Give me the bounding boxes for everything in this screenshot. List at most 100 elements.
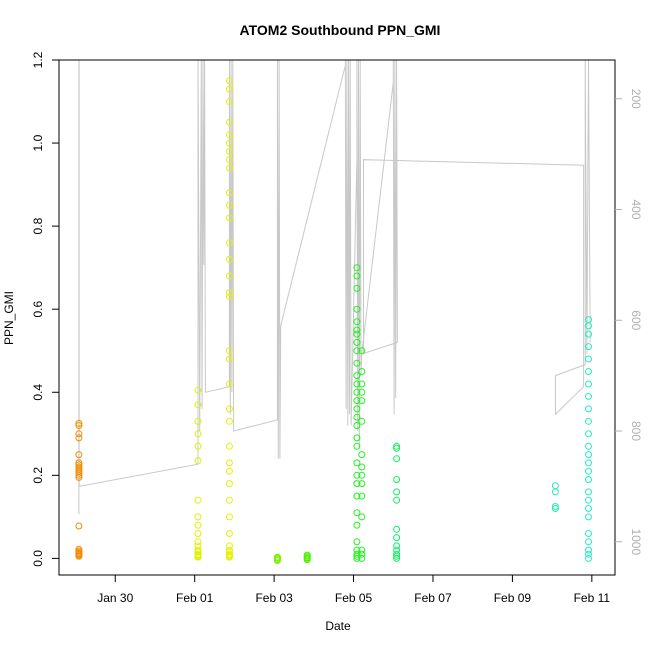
data-point: [194, 550, 202, 558]
data-point: [585, 488, 592, 496]
data-point: [225, 85, 233, 93]
data-point: [353, 550, 361, 558]
y-tick-label: 0.2: [31, 467, 45, 484]
data-point: [194, 546, 202, 554]
y2-tick-label: 400: [629, 199, 643, 219]
data-point: [358, 451, 366, 459]
data-point: [358, 397, 366, 405]
data-point: [225, 156, 233, 164]
data-point: [225, 139, 233, 147]
data-point: [585, 550, 592, 558]
y-tick-label: 1.2: [31, 51, 45, 68]
data-point: [194, 417, 202, 425]
data-point: [353, 442, 361, 450]
data-point: [225, 255, 233, 263]
data-point: [353, 318, 361, 326]
data-point: [353, 330, 361, 338]
data-point: [358, 554, 366, 562]
data-point: [353, 480, 361, 488]
data-point: [273, 553, 281, 561]
data-point: [585, 368, 592, 375]
data-point: [353, 338, 361, 346]
data-point: [353, 521, 361, 529]
data-point: [225, 546, 233, 554]
y2-tick-label: 1000: [629, 528, 643, 555]
data-point: [585, 546, 592, 554]
data-point: [194, 521, 202, 529]
data-point: [225, 442, 233, 450]
data-point: [353, 422, 361, 429]
data-point: [75, 422, 83, 429]
secondary-series-line: [78, 59, 591, 515]
x-axis: Jan 30 Feb 01 Feb 03 Feb 05 Feb 07 Feb 09 Feb …: [97, 574, 610, 605]
data-point: [75, 451, 83, 459]
data-point: [353, 359, 361, 367]
data-point: [393, 542, 401, 550]
data-point: [585, 343, 592, 351]
data-point: [585, 442, 592, 450]
data-point: [225, 201, 233, 209]
data-point: [585, 451, 592, 459]
data-point: [551, 503, 559, 510]
data-point: [585, 496, 592, 504]
data-point: [358, 388, 366, 396]
data-point: [551, 482, 559, 490]
data-point: [358, 492, 366, 500]
data-point: [393, 525, 401, 533]
y-axis-label: PPN_GMI: [2, 291, 16, 345]
y-axis: 0.0 0.2 0.4 0.6 0.8 1.0 1.2: [31, 51, 59, 567]
data-point: [353, 305, 361, 313]
data-point: [585, 554, 592, 562]
data-point: [353, 372, 361, 380]
data-point: [194, 442, 202, 450]
data-point: [585, 538, 592, 546]
data-point: [194, 530, 202, 537]
data-point: [393, 550, 401, 558]
data-point: [585, 513, 592, 521]
data-point: [358, 417, 366, 425]
data-point: [225, 467, 233, 475]
data-point: [225, 417, 233, 425]
data-point: [353, 397, 361, 405]
data-point: [358, 546, 366, 554]
x-axis-label: Date: [325, 619, 351, 633]
data-point: [225, 239, 233, 247]
data-point: [393, 442, 401, 450]
data-point: [194, 430, 202, 438]
data-point: [393, 455, 401, 463]
y-tick-label: 0.4: [31, 384, 45, 401]
data-point: [585, 467, 592, 475]
y2-tick-label: 800: [629, 421, 643, 441]
data-point: [353, 434, 361, 442]
data-point: [358, 471, 366, 479]
data-point: [353, 546, 361, 554]
x-tick-label: Feb 05: [335, 591, 373, 605]
x-tick-label: Jan 30: [97, 591, 133, 605]
data-point: [75, 434, 83, 442]
data-point: [225, 289, 233, 297]
x-tick-label: Feb 03: [255, 591, 293, 605]
plot-frame: [58, 59, 616, 576]
data-point: [393, 476, 401, 483]
data-point: [585, 430, 592, 438]
data-point: [353, 554, 361, 562]
data-point: [75, 461, 83, 469]
data-point: [225, 77, 233, 85]
x-tick-label: Feb 01: [176, 591, 214, 605]
data-point: [393, 444, 401, 452]
data-point: [225, 189, 233, 197]
y2-tick-label: 600: [629, 310, 643, 330]
data-point: [225, 355, 233, 363]
data-point: [393, 534, 401, 542]
data-point: [585, 505, 592, 512]
data-point: [75, 459, 83, 467]
data-point: [393, 488, 401, 496]
data-point: [358, 380, 366, 388]
data-point: [225, 380, 233, 388]
data-point: [585, 392, 592, 400]
data-point: [353, 347, 361, 355]
data-point: [585, 530, 592, 537]
data-point: [353, 471, 361, 479]
data-point: [225, 480, 233, 488]
data-point: [225, 405, 233, 413]
